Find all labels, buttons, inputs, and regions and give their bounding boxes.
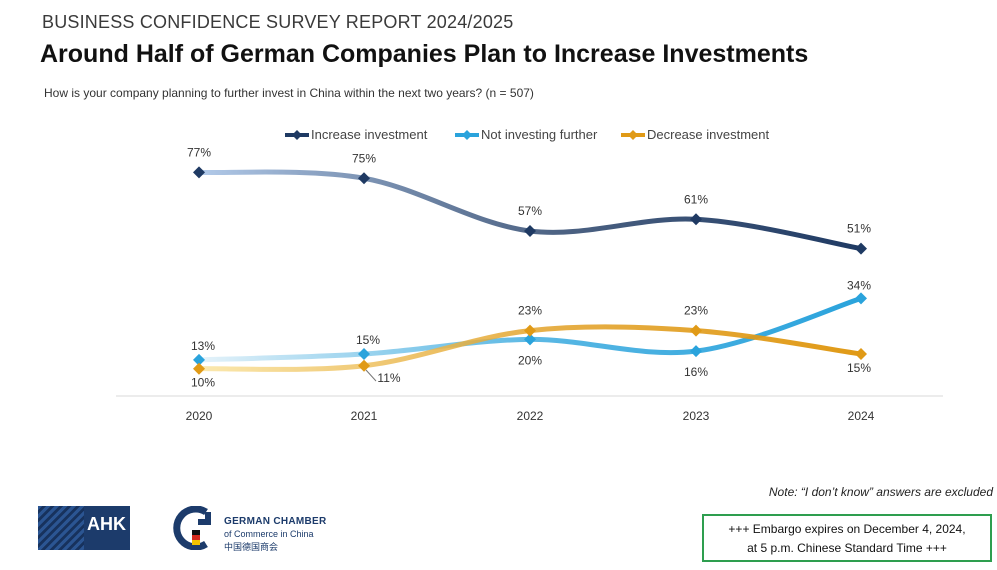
data-label: 11% — [377, 371, 400, 385]
data-point-marker — [358, 348, 370, 361]
footnote: Note: “I don’t know” answers are exclude… — [768, 485, 993, 499]
data-label: 75% — [352, 151, 376, 165]
x-tick-label: 2022 — [517, 409, 544, 423]
data-point-marker — [524, 224, 536, 237]
data-label: 61% — [684, 192, 708, 206]
data-label: 20% — [518, 353, 542, 367]
data-label: 34% — [847, 278, 871, 292]
ahk-logo: AHK — [38, 506, 130, 550]
legend-label: Not investing further — [481, 127, 598, 142]
data-point-marker — [193, 166, 205, 179]
data-point-marker — [524, 324, 536, 337]
dragon-emblem-icon — [38, 506, 84, 550]
legend-swatch-marker — [292, 130, 302, 140]
data-point-marker — [690, 324, 702, 337]
data-label: 10% — [191, 376, 215, 390]
data-point-marker — [855, 242, 867, 255]
embargo-line-2: at 5 p.m. Chinese Standard Time +++ — [747, 541, 947, 555]
survey-question: How is your company planning to further … — [44, 86, 534, 100]
data-point-marker — [855, 348, 867, 361]
label-leader-line — [365, 369, 377, 382]
data-label: 23% — [684, 304, 708, 318]
data-label: 15% — [356, 333, 380, 347]
data-point-marker — [193, 353, 205, 366]
ahk-logo-text: AHK — [87, 514, 126, 534]
x-tick-label: 2020 — [186, 409, 213, 423]
embargo-line-1: +++ Embargo expires on December 4, 2024, — [728, 522, 966, 536]
legend-label: Decrease investment — [647, 127, 769, 142]
line-chart: 2020 2021 2022 2023 2024 77% 75% 57% 61% 51% 13% 15… — [116, 127, 943, 423]
data-point-marker — [855, 292, 867, 305]
legend-swatch-marker — [628, 130, 638, 140]
legend-label: Increase investment — [311, 127, 428, 142]
gc-name-line-3: 中国德国商会 — [224, 542, 279, 552]
embargo-box: +++ Embargo expires on December 4, 2024,… — [702, 514, 992, 562]
data-point-marker — [524, 333, 536, 346]
x-tick-label: 2023 — [683, 409, 710, 423]
data-label: 16% — [684, 365, 708, 379]
data-label: 77% — [187, 145, 211, 159]
data-point-marker — [358, 172, 370, 185]
german-chamber-mark-icon — [173, 506, 211, 550]
x-tick-label: 2021 — [351, 409, 378, 423]
data-label: 13% — [191, 339, 215, 353]
data-label: 15% — [847, 361, 871, 375]
data-label: 23% — [518, 304, 542, 318]
legend-swatch-marker — [462, 130, 472, 140]
data-label: 51% — [847, 222, 871, 236]
x-tick-label: 2024 — [848, 409, 875, 423]
data-point-marker — [193, 362, 205, 375]
report-tag: BUSINESS CONFIDENCE SURVEY REPORT 2024/2… — [42, 12, 514, 32]
data-point-marker — [690, 345, 702, 358]
gc-name-line-2: of Commerce in China — [224, 529, 314, 539]
page-title: Around Half of German Companies Plan to … — [40, 40, 809, 68]
german-chamber-logo: GERMAN CHAMBER of Commerce in China 中国德国… — [172, 506, 352, 554]
data-point-marker — [358, 359, 370, 372]
gc-name-line-1: GERMAN CHAMBER — [224, 516, 327, 527]
data-point-marker — [690, 213, 702, 226]
data-label: 57% — [518, 204, 542, 218]
